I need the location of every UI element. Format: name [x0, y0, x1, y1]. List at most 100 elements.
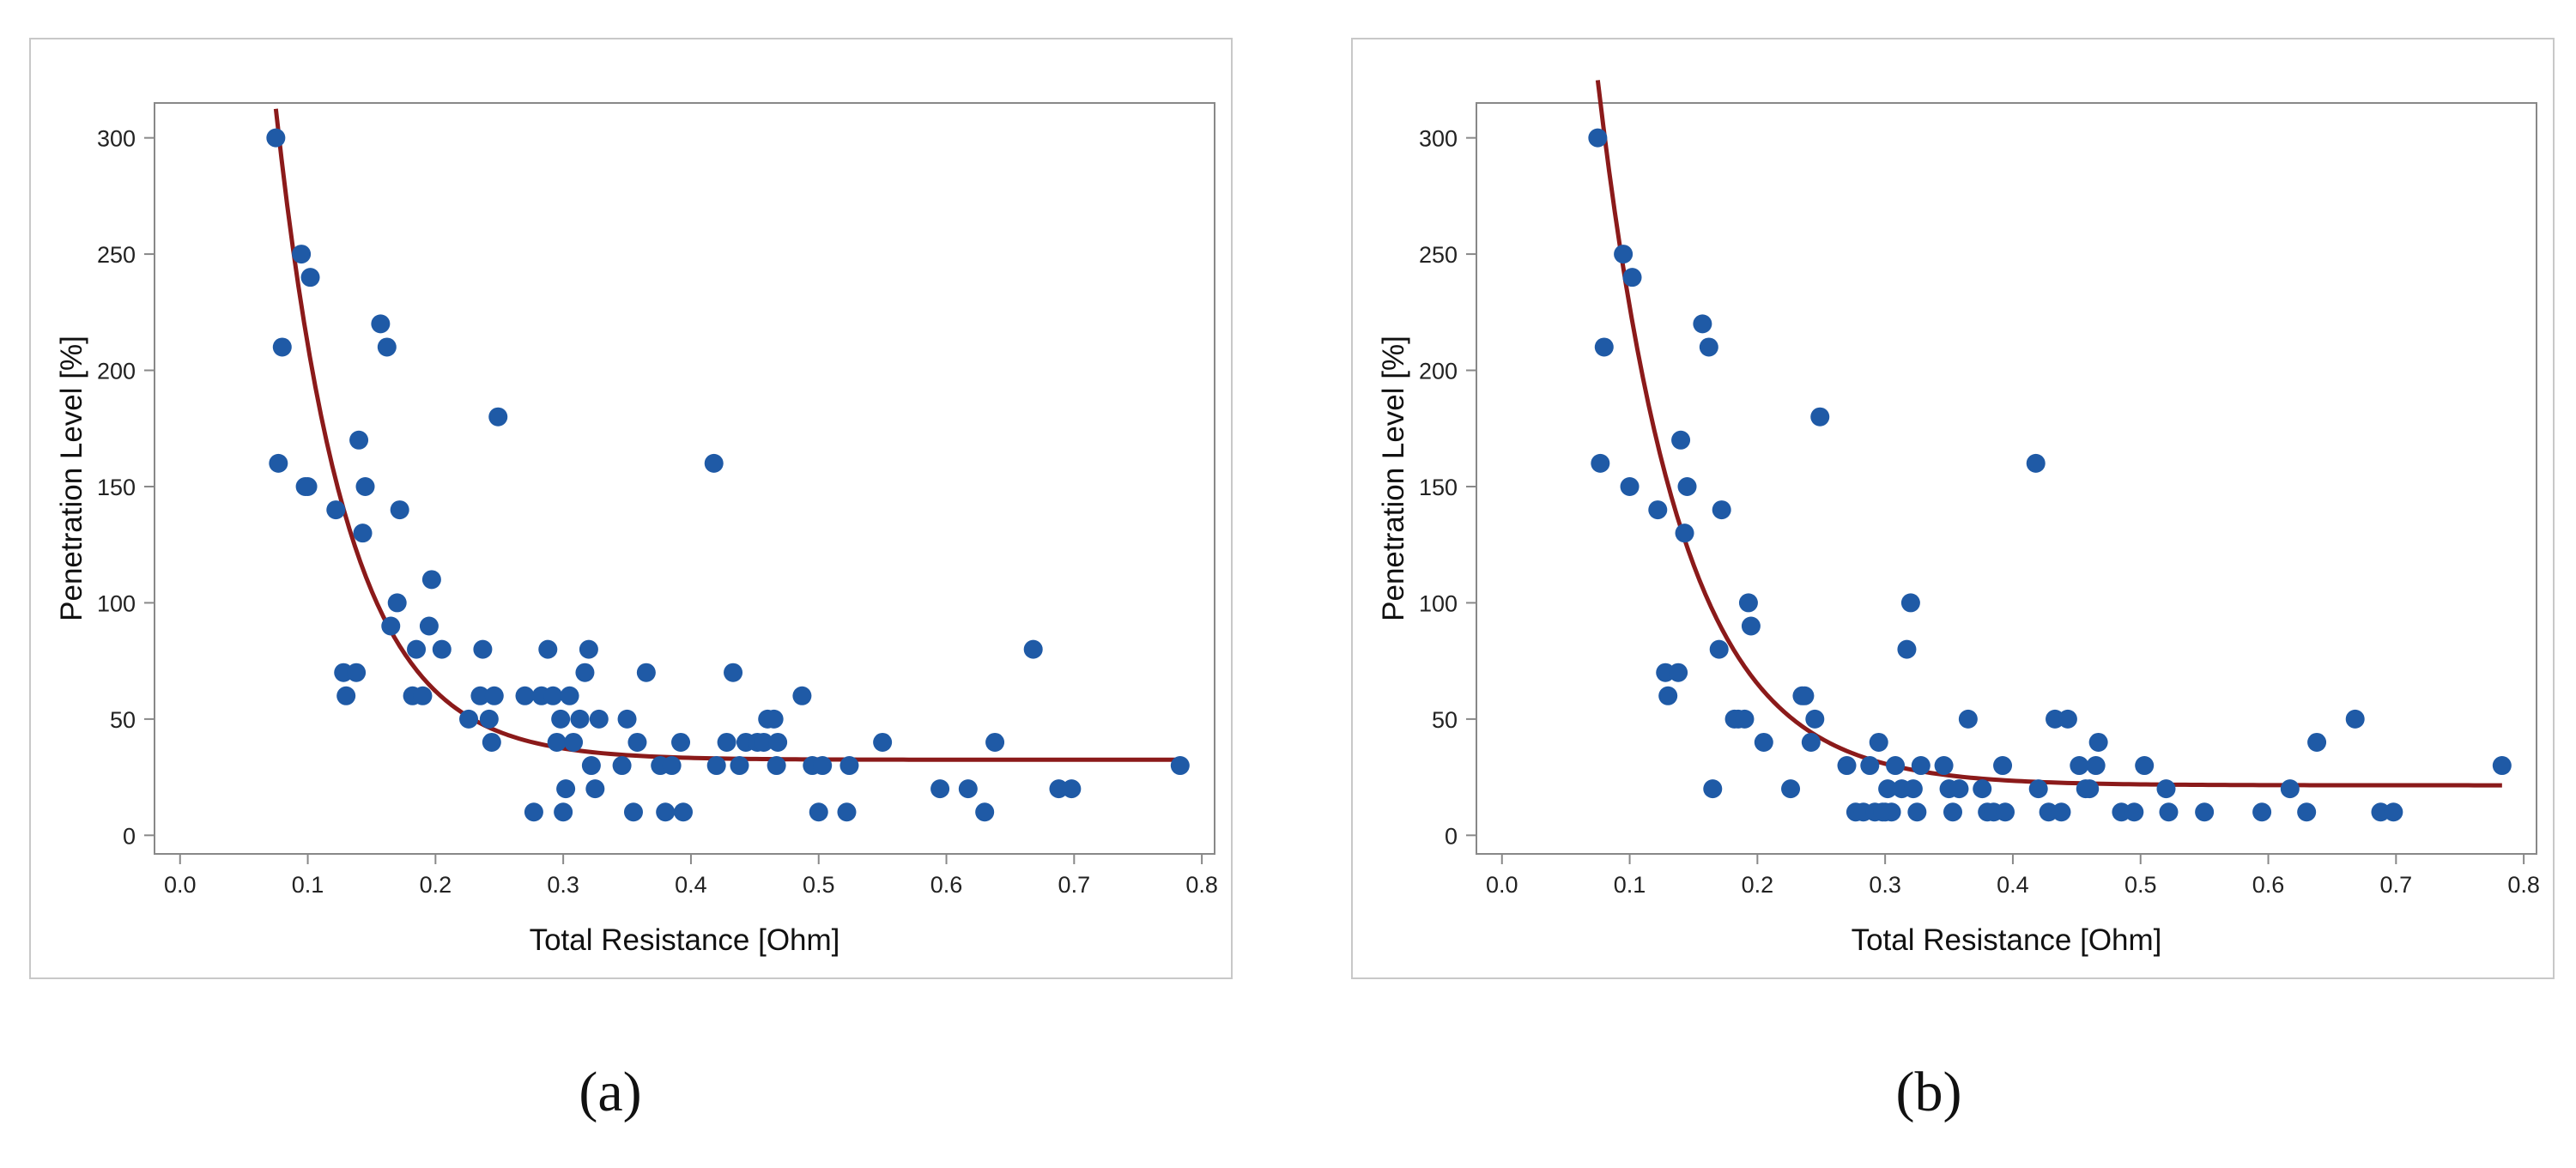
y-tick-label-a-4: 200	[97, 359, 136, 384]
data-point-a-81	[985, 732, 1005, 752]
data-point-a-58	[674, 802, 694, 822]
y-tick-label-b-1: 50	[1432, 707, 1458, 733]
y-tick-label-a-6: 300	[97, 126, 136, 152]
data-point-b-56	[1996, 802, 2015, 822]
data-point-b-39	[1882, 802, 1901, 822]
y-axis-label-b: Penetration Level [%]	[1377, 336, 1410, 621]
x-tick-label-a-6: 0.6	[930, 872, 963, 898]
data-point-b-47	[1934, 756, 1954, 776]
x-tick-label-a-2: 0.2	[420, 872, 452, 898]
data-point-a-75	[837, 802, 857, 822]
data-point-b-78	[2345, 709, 2365, 729]
x-tick-label-b-0: 0.0	[1486, 872, 1518, 898]
data-point-a-25	[459, 709, 479, 729]
y-tick-label-b-2: 100	[1419, 590, 1458, 616]
x-tick-label-b-8: 0.8	[2507, 872, 2540, 898]
data-point-a-15	[377, 337, 397, 357]
y-tick-label-a-2: 100	[97, 590, 136, 616]
y-axis-label-a: Penetration Level [%]	[55, 336, 88, 621]
data-point-a-45	[579, 639, 598, 659]
data-point-a-60	[706, 756, 726, 776]
data-point-a-78	[930, 779, 950, 799]
data-point-b-9	[1669, 663, 1688, 682]
data-point-a-14	[371, 314, 391, 334]
data-point-b-21	[1738, 593, 1758, 613]
data-point-a-17	[387, 593, 407, 613]
data-point-a-47	[585, 779, 605, 799]
data-point-a-0	[266, 128, 286, 148]
x-tick-label-a-4: 0.4	[675, 872, 707, 898]
data-point-a-53	[636, 663, 656, 682]
data-point-b-5	[1620, 476, 1640, 496]
data-point-b-71	[2156, 779, 2176, 799]
data-point-b-55	[1993, 756, 2013, 776]
data-point-a-59	[704, 453, 724, 473]
data-point-b-26	[1795, 686, 1815, 705]
data-point-a-24	[432, 639, 452, 659]
x-tick-label-b-2: 0.2	[1742, 872, 1774, 898]
data-point-a-31	[488, 407, 508, 427]
data-point-b-51	[1958, 709, 1978, 729]
data-point-a-28	[479, 709, 499, 729]
data-point-a-29	[482, 732, 501, 752]
x-tick-label-b-5: 0.5	[2124, 872, 2157, 898]
data-point-b-14	[1699, 337, 1718, 357]
data-point-a-20	[407, 639, 427, 659]
data-point-b-40	[1886, 756, 1906, 776]
data-point-a-51	[623, 802, 643, 822]
y-tick-label-b-5: 250	[1419, 242, 1458, 268]
data-point-b-24	[1781, 779, 1801, 799]
data-point-a-49	[612, 756, 632, 776]
data-point-a-80	[975, 802, 995, 822]
data-point-b-43	[1900, 593, 1920, 613]
data-point-b-2	[1591, 453, 1610, 473]
data-point-b-3	[1614, 245, 1633, 264]
data-point-a-9	[336, 686, 356, 705]
data-point-a-39	[554, 802, 573, 822]
data-point-b-77	[2307, 732, 2327, 752]
x-tick-label-a-0: 0.0	[164, 872, 197, 898]
data-point-a-26	[470, 686, 490, 705]
data-point-b-70	[2135, 756, 2155, 776]
data-point-a-52	[627, 732, 647, 752]
data-point-a-10	[347, 663, 367, 682]
plot-area-a	[154, 102, 1215, 855]
data-point-a-6	[295, 476, 315, 496]
data-point-b-1	[1594, 337, 1614, 357]
data-point-b-61	[2052, 802, 2071, 822]
data-point-b-42	[1897, 639, 1917, 659]
data-point-a-71	[792, 686, 812, 705]
data-point-b-17	[1712, 500, 1731, 520]
y-tick-label-b-6: 300	[1419, 126, 1458, 152]
data-point-b-45	[1907, 802, 1927, 822]
data-point-b-58	[2028, 779, 2048, 799]
data-point-b-74	[2252, 802, 2272, 822]
x-tick-label-a-5: 0.5	[803, 872, 835, 898]
data-point-b-28	[1805, 709, 1825, 729]
data-point-b-65	[2080, 779, 2100, 799]
data-point-a-57	[671, 732, 691, 752]
y-tick-label-a-3: 150	[97, 475, 136, 500]
data-point-a-66	[754, 732, 773, 752]
data-point-b-62	[2058, 709, 2077, 729]
data-point-b-67	[2088, 732, 2108, 752]
y-tick-label-b-4: 200	[1419, 359, 1458, 384]
data-point-a-74	[813, 756, 833, 776]
data-point-a-82	[1023, 639, 1043, 659]
data-point-b-27	[1801, 732, 1821, 752]
data-point-a-79	[958, 779, 978, 799]
data-point-a-85	[1170, 756, 1190, 776]
x-axis-label-a: Total Resistance [Ohm]	[530, 923, 840, 957]
data-point-b-15	[1703, 779, 1723, 799]
data-point-a-4	[300, 268, 320, 287]
data-point-a-46	[581, 756, 601, 776]
data-point-a-2	[269, 453, 288, 473]
data-point-b-72	[2159, 802, 2179, 822]
chart-frame-b	[1351, 38, 2555, 979]
data-point-b-38	[1878, 779, 1898, 799]
caption-a: (a)	[579, 1061, 642, 1123]
data-point-a-13	[353, 523, 373, 543]
data-point-a-1	[272, 337, 292, 357]
x-axis-label-b: Total Resistance [Ohm]	[1852, 923, 2162, 957]
data-point-b-44	[1903, 779, 1923, 799]
